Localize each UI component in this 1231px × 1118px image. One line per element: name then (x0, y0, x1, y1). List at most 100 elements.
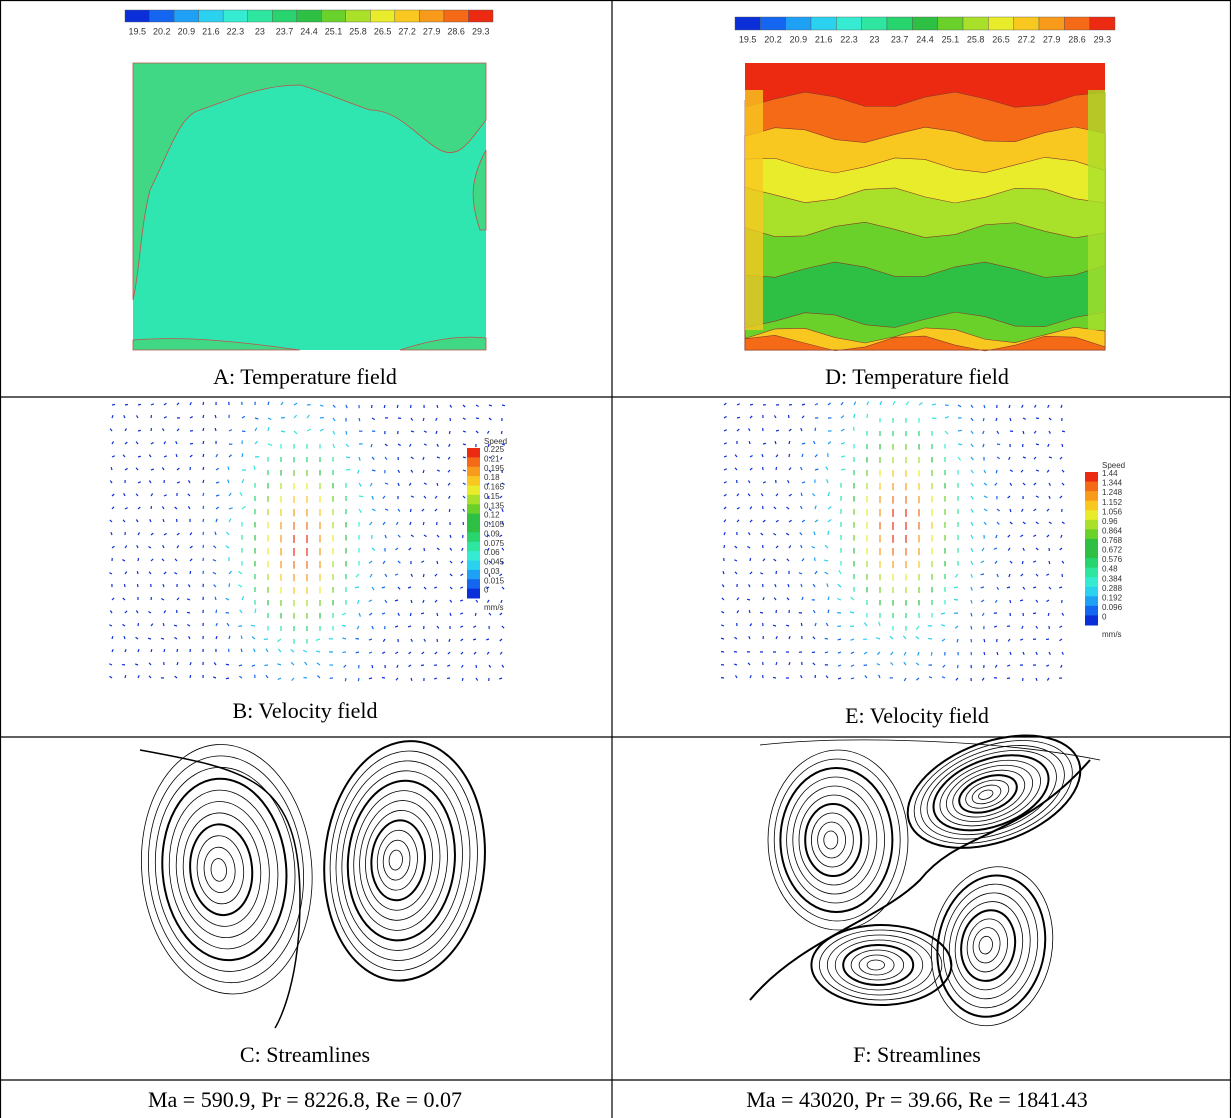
velocity-arrow (148, 662, 152, 666)
velocity-arrow (1022, 482, 1026, 486)
legend-swatch (467, 541, 480, 552)
velocity-arrow (995, 534, 998, 539)
legend-label: 0.045 (484, 558, 505, 567)
velocity-arrow (381, 612, 386, 615)
velocity-arrow (994, 599, 998, 604)
colorbar-swatch (296, 9, 322, 23)
velocity-arrow (109, 675, 113, 679)
colorbar-swatch (785, 16, 812, 31)
legend-swatch (467, 551, 480, 561)
streamline (850, 949, 905, 981)
legend-swatch (1085, 472, 1098, 483)
streamline (960, 909, 1017, 982)
velocity-arrow (775, 454, 779, 458)
velocity-arrow (214, 427, 217, 432)
velocity-arrow (499, 612, 503, 616)
velocity-arrow (915, 662, 920, 666)
legend-swatch (1085, 500, 1098, 511)
velocity-arrow (890, 651, 894, 656)
velocity-arrow (812, 662, 816, 666)
legend-label: 0.165 (484, 483, 505, 492)
velocity-arrow (422, 573, 425, 578)
velocity-arrow (358, 456, 361, 461)
velocity-arrow (449, 547, 453, 551)
legend-swatch (467, 485, 480, 496)
velocity-arrow (240, 635, 243, 640)
velocity-arrow (774, 583, 777, 588)
velocity-arrow (135, 415, 139, 419)
velocity-arrow (174, 506, 178, 510)
velocity-arrow (970, 482, 974, 487)
velocity-arrow (422, 456, 425, 461)
velocity-arrow (124, 441, 128, 445)
velocity-arrow (486, 599, 490, 603)
velocity-arrow (395, 521, 399, 526)
velocity-arrow (135, 441, 139, 445)
velocity-arrow (759, 611, 764, 614)
velocity-arrow (1020, 534, 1024, 538)
velocity-arrow (733, 663, 738, 666)
velocity-arrow (357, 469, 360, 474)
velocity-arrow (111, 506, 115, 510)
velocity-arrow (448, 495, 451, 499)
velocity-arrow (408, 651, 412, 655)
legend-swatch (1085, 519, 1098, 530)
legend-swatch (467, 448, 480, 458)
velocity-arrow (736, 519, 740, 523)
velocity-arrow (161, 598, 165, 601)
velocity-arrow (1006, 664, 1011, 667)
velocity-arrow (150, 441, 154, 445)
velocity-arrow (410, 430, 415, 433)
velocity-arrow (460, 560, 464, 564)
velocity-arrow (749, 519, 753, 523)
velocity-arrow (397, 586, 401, 590)
streamline (786, 776, 885, 904)
velocity-arrow (111, 635, 114, 640)
velocity-arrow (382, 495, 386, 499)
velocity-arrow (996, 651, 999, 656)
velocity-arrow (434, 599, 438, 603)
velocity-arrow (280, 401, 284, 406)
velocity-arrow (137, 557, 140, 562)
velocity-arrow (1048, 651, 1051, 655)
velocity-arrow (396, 664, 399, 669)
velocity-arrow (500, 456, 503, 460)
velocity-arrow (410, 417, 414, 421)
velocity-arrow (748, 609, 751, 614)
legend-label: 0.48 (1102, 565, 1118, 574)
velocity-arrow (723, 493, 727, 497)
velocity-arrow (941, 624, 946, 627)
velocity-arrow (304, 661, 308, 666)
velocity-arrow (475, 677, 479, 681)
velocity-arrow (162, 518, 165, 523)
velocity-arrow (239, 491, 243, 497)
velocity-arrow (434, 508, 438, 512)
legend-label: 0.096 (1102, 603, 1123, 612)
legend-title: Speed (484, 437, 507, 446)
velocity-arrow (762, 519, 766, 523)
velocity-arrow (410, 469, 414, 473)
velocity-arrow (970, 547, 974, 552)
legend-label: 0.195 (484, 464, 505, 473)
velocity-arrow (213, 584, 217, 588)
velocity-arrow (422, 469, 425, 474)
velocity-arrow (876, 651, 881, 656)
velocity-arrow (317, 675, 321, 679)
velocity-arrow (487, 495, 490, 500)
velocity-arrow (176, 545, 180, 549)
velocity-arrow (174, 675, 178, 679)
velocity-arrow (812, 583, 816, 588)
velocity-arrow (1009, 521, 1013, 525)
velocity-arrow (734, 636, 738, 640)
velocity-arrow (421, 560, 425, 563)
velocity-arrow (749, 467, 753, 471)
velocity-arrow (1035, 547, 1039, 551)
velocity-arrow (409, 521, 412, 526)
velocity-arrow (212, 545, 217, 549)
velocity-arrow (1032, 586, 1037, 589)
velocity-arrow (306, 414, 310, 419)
caption: A: Temperature field (213, 364, 397, 389)
velocity-arrow (109, 624, 113, 627)
velocity-arrow (394, 625, 399, 628)
velocity-arrow (239, 609, 243, 614)
